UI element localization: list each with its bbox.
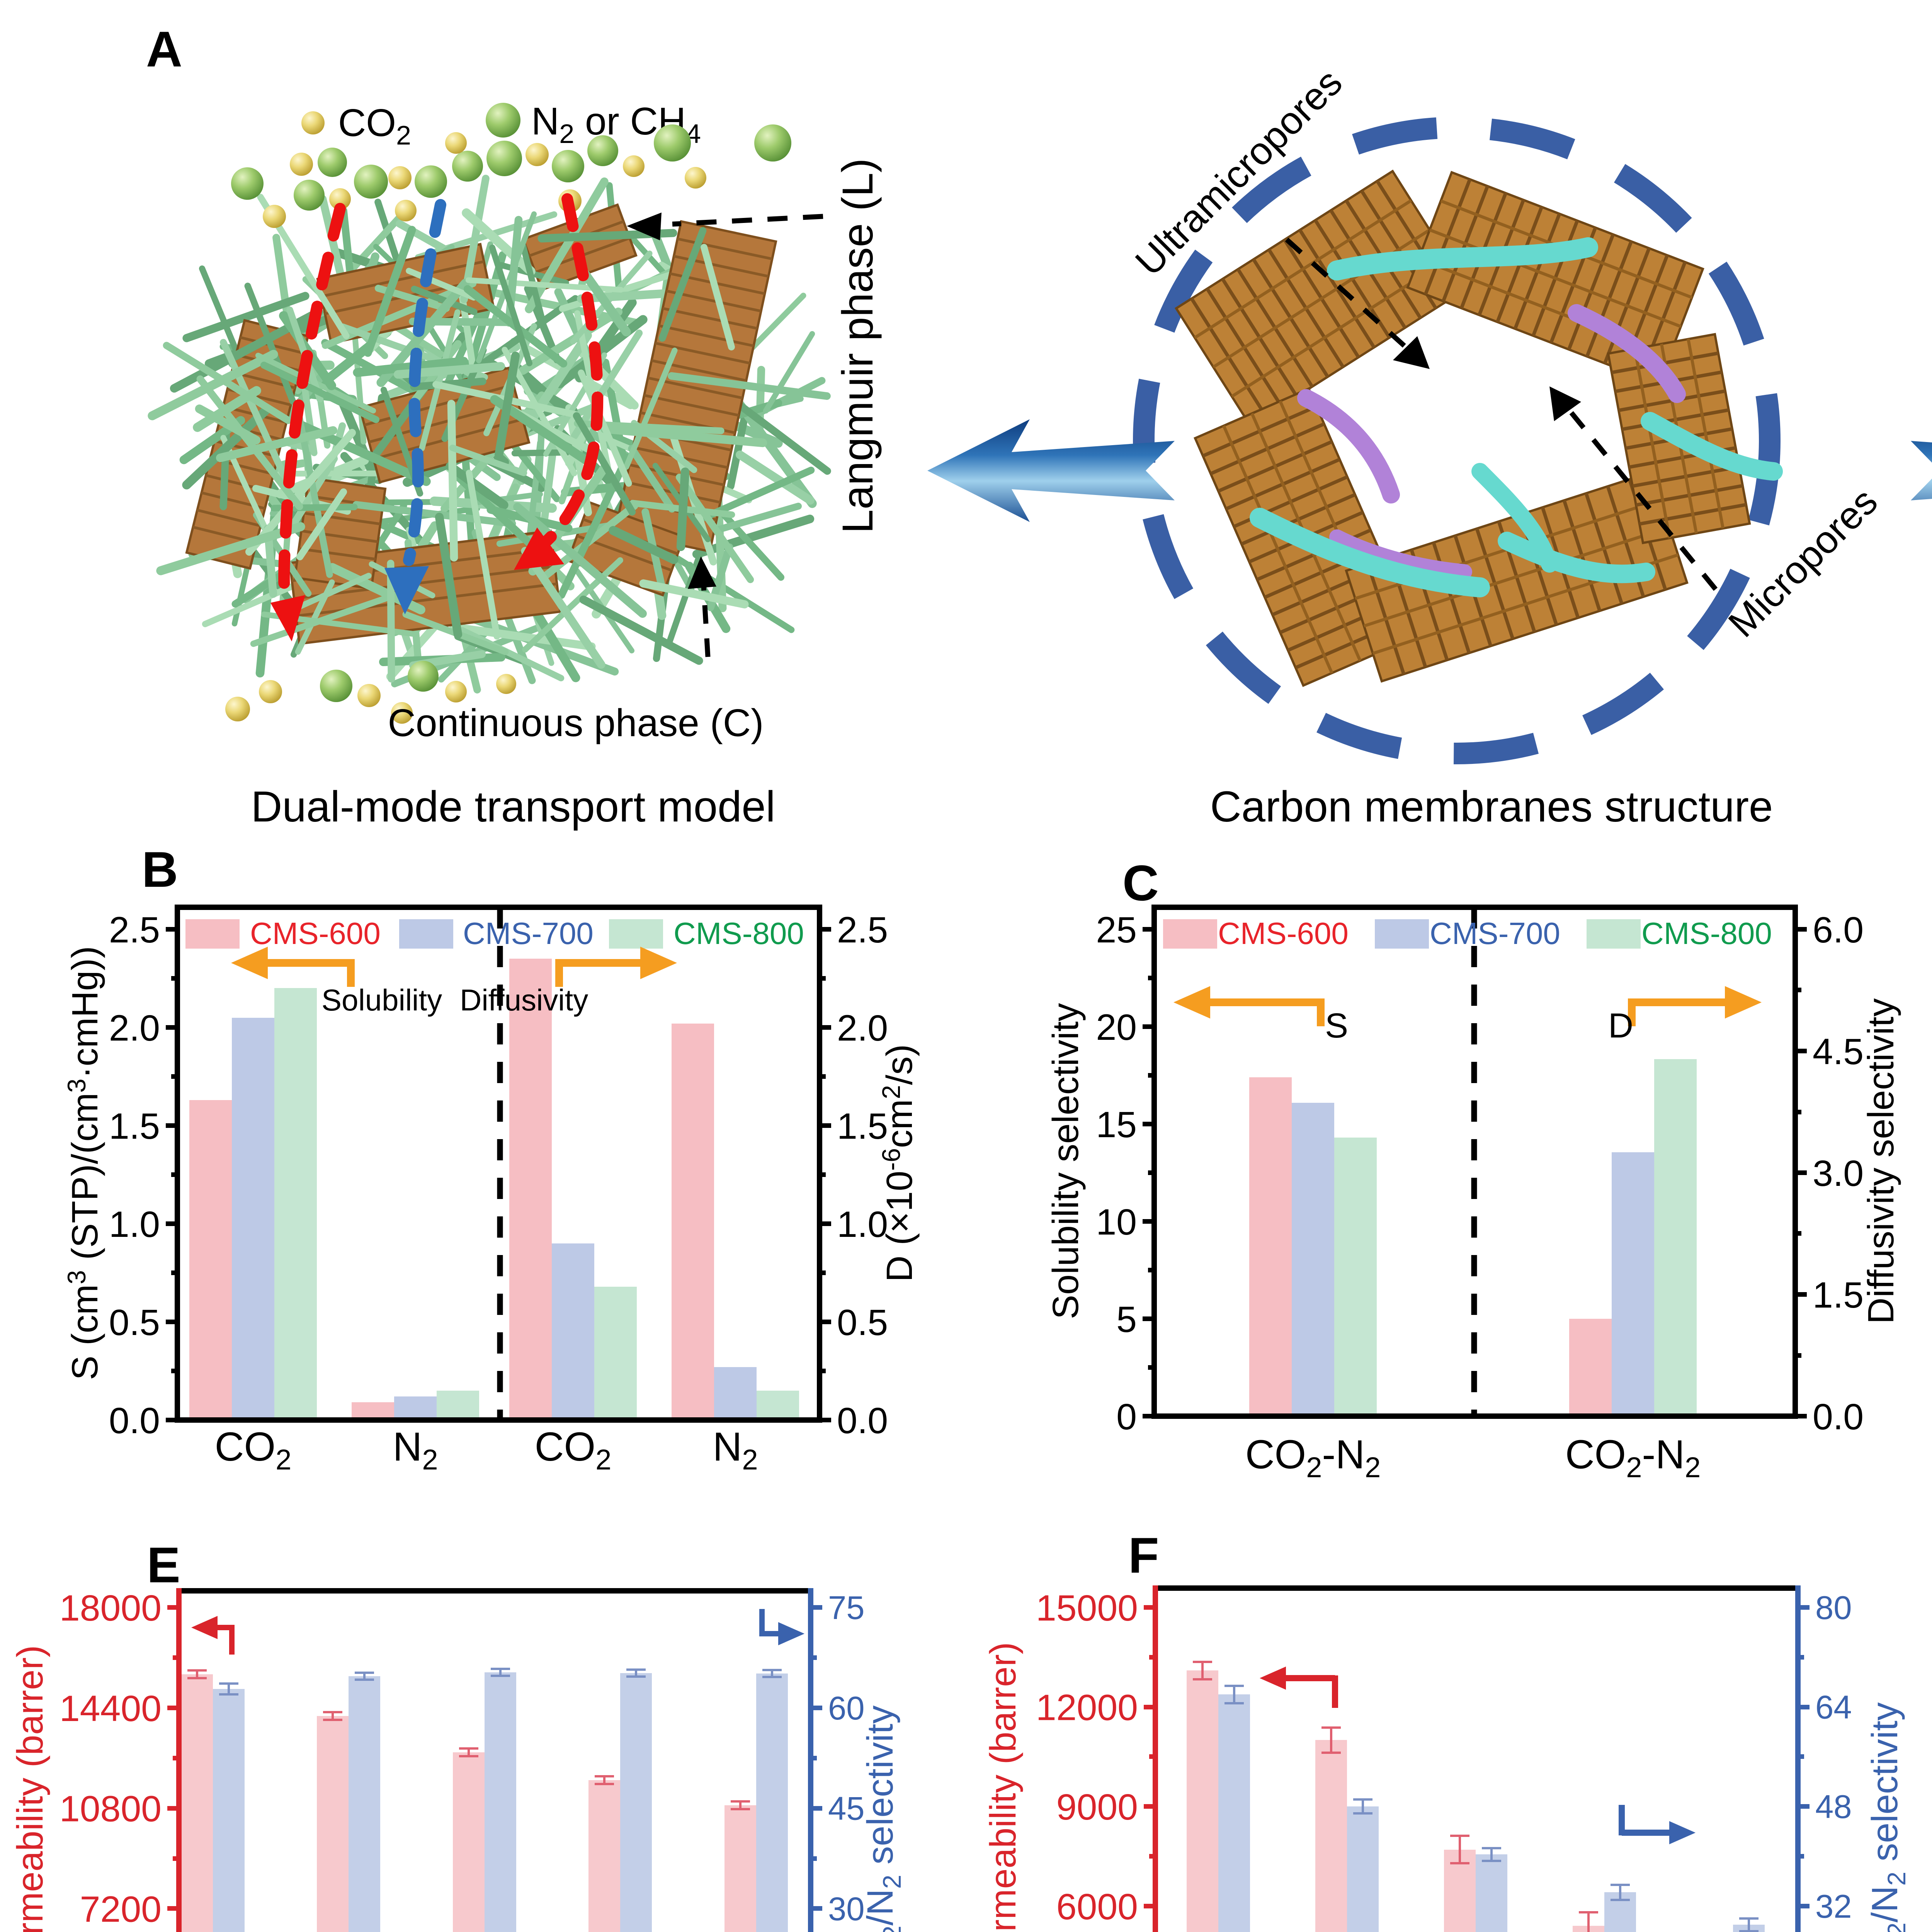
svg-text:14400: 14400 xyxy=(60,1688,162,1729)
svg-text:20: 20 xyxy=(1096,1007,1137,1048)
svg-text:0.0: 0.0 xyxy=(837,1400,888,1441)
svg-text:0: 0 xyxy=(1116,1396,1137,1437)
svg-text:80: 80 xyxy=(1815,1590,1852,1626)
svg-text:15: 15 xyxy=(1096,1104,1137,1145)
svg-text:0.0: 0.0 xyxy=(109,1400,160,1441)
svg-text:A: A xyxy=(146,21,182,77)
svg-text:CO2​ permeability (barrer): CO2​ permeability (barrer) xyxy=(983,1642,1029,1932)
svg-text:CO2: CO2 xyxy=(535,1424,612,1476)
svg-text:2.0: 2.0 xyxy=(109,1008,160,1049)
svg-text:1.5: 1.5 xyxy=(837,1106,888,1147)
svg-text:7200: 7200 xyxy=(80,1889,162,1930)
svg-text:Solubility: Solubility xyxy=(321,983,442,1017)
svg-text:Dual-mode transport model: Dual-mode transport model xyxy=(251,782,775,831)
svg-text:30: 30 xyxy=(828,1891,865,1927)
svg-text:CO2​ permeability (barrer): CO2​ permeability (barrer) xyxy=(10,1645,56,1932)
svg-text:CMS-600: CMS-600 xyxy=(250,916,381,951)
svg-text:S: S xyxy=(1325,1007,1348,1045)
svg-text:64: 64 xyxy=(1815,1689,1852,1726)
svg-text:75: 75 xyxy=(828,1590,865,1626)
svg-text:CMS-800: CMS-800 xyxy=(1641,916,1772,951)
svg-text:48: 48 xyxy=(1815,1789,1852,1825)
svg-text:Diffusivity: Diffusivity xyxy=(460,983,588,1017)
svg-text:1.5: 1.5 xyxy=(1813,1275,1864,1316)
svg-text:CMS-600: CMS-600 xyxy=(1218,916,1349,951)
svg-text:C: C xyxy=(1122,855,1159,911)
svg-text:10: 10 xyxy=(1096,1202,1137,1243)
svg-text:32: 32 xyxy=(1815,1888,1852,1925)
svg-text:4.5: 4.5 xyxy=(1813,1031,1864,1072)
svg-text:Diffusivity selectivity: Diffusivity selectivity xyxy=(1861,998,1901,1324)
svg-text:Langmuir phase (L): Langmuir phase (L) xyxy=(833,158,882,533)
svg-text:0.5: 0.5 xyxy=(109,1302,160,1343)
svg-text:1.0: 1.0 xyxy=(109,1204,160,1245)
svg-text:Carbon membranes structure: Carbon membranes structure xyxy=(1210,782,1773,831)
svg-text:15000: 15000 xyxy=(1036,1588,1138,1629)
svg-text:2.5: 2.5 xyxy=(837,910,888,951)
svg-text:D: D xyxy=(1608,1007,1633,1045)
svg-text:F: F xyxy=(1128,1527,1159,1583)
svg-text:2.5: 2.5 xyxy=(109,910,160,951)
svg-text:45: 45 xyxy=(828,1791,865,1827)
svg-text:0.5: 0.5 xyxy=(837,1302,888,1343)
svg-text:S (cm3​ (STP)/(cm3​·cmHg)): S (cm3​ (STP)/(cm3​·cmHg)) xyxy=(62,946,105,1380)
svg-text:E: E xyxy=(147,1537,180,1593)
svg-text:5: 5 xyxy=(1116,1299,1137,1340)
svg-text:1.5: 1.5 xyxy=(109,1106,160,1147)
svg-text:B: B xyxy=(142,841,178,898)
svg-text:Solubility selectivity: Solubility selectivity xyxy=(1045,1003,1086,1319)
svg-text:0.0: 0.0 xyxy=(1813,1396,1864,1437)
svg-text:1.0: 1.0 xyxy=(837,1204,888,1245)
svg-text:60: 60 xyxy=(828,1690,865,1727)
svg-text:Continuous phase (C): Continuous phase (C) xyxy=(388,701,764,745)
svg-text:CMS-700: CMS-700 xyxy=(463,916,594,951)
svg-text:25: 25 xyxy=(1096,910,1137,951)
svg-text:18000: 18000 xyxy=(60,1588,162,1629)
svg-text:CMS-700: CMS-700 xyxy=(1430,916,1560,951)
svg-text:6000: 6000 xyxy=(1056,1886,1138,1927)
svg-text:6.0: 6.0 xyxy=(1813,910,1864,951)
svg-text:CO2​/N2​ selectivity: CO2​/N2​ selectivity xyxy=(860,1705,906,1932)
svg-text:3.0: 3.0 xyxy=(1813,1153,1864,1194)
svg-text:CO2​/N2​ selectivity: CO2​/N2​ selectivity xyxy=(1864,1702,1911,1932)
svg-text:9000: 9000 xyxy=(1056,1787,1138,1828)
svg-text:CMS-800: CMS-800 xyxy=(673,916,804,951)
svg-text:10800: 10800 xyxy=(60,1789,162,1830)
svg-text:2.0: 2.0 xyxy=(837,1008,888,1049)
svg-text:12000: 12000 xyxy=(1036,1687,1138,1728)
